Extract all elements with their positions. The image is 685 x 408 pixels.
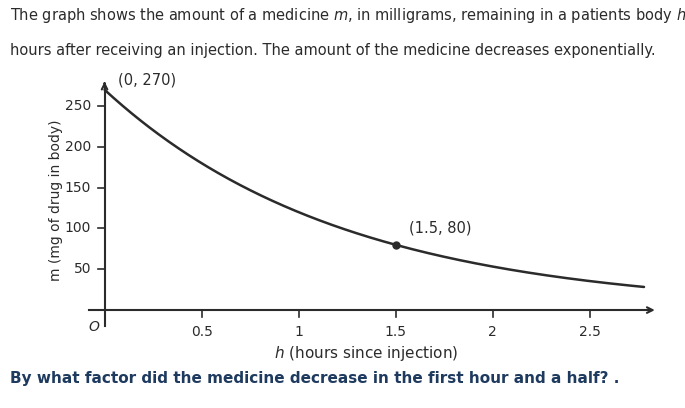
Text: 200: 200	[65, 140, 91, 154]
Text: 1: 1	[294, 325, 303, 339]
Text: $h$ (hours since injection): $h$ (hours since injection)	[275, 344, 459, 364]
Text: 2.5: 2.5	[579, 325, 601, 339]
Text: 150: 150	[64, 181, 91, 195]
Text: 100: 100	[64, 222, 91, 235]
Text: 0.5: 0.5	[190, 325, 212, 339]
Text: hours after receiving an injection. The amount of the medicine decreases exponen: hours after receiving an injection. The …	[10, 43, 656, 58]
Text: 1.5: 1.5	[385, 325, 407, 339]
Text: 250: 250	[65, 99, 91, 113]
Text: O: O	[88, 320, 99, 334]
Text: 50: 50	[73, 262, 91, 276]
Text: The graph shows the amount of a medicine $m$, in milligrams, remaining in a pati: The graph shows the amount of a medicine…	[10, 6, 685, 25]
Text: (1.5, 80): (1.5, 80)	[409, 220, 472, 235]
Text: m (mg of drug in body): m (mg of drug in body)	[49, 119, 63, 281]
Text: 2: 2	[488, 325, 497, 339]
Text: By what factor did the medicine decrease in the first hour and a half? .: By what factor did the medicine decrease…	[10, 370, 620, 386]
Text: (0, 270): (0, 270)	[118, 72, 176, 87]
